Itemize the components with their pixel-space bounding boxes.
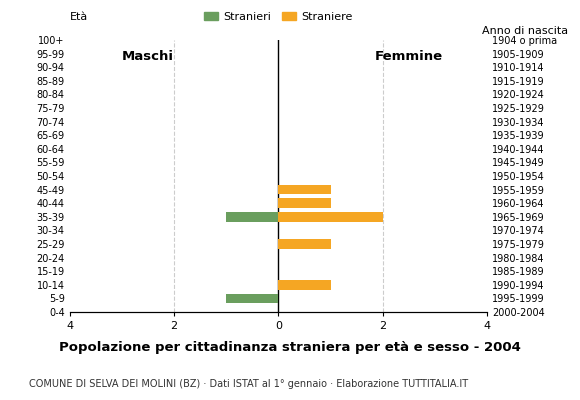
Bar: [226, 212, 278, 222]
Bar: [226, 294, 278, 303]
Text: Età: Età: [70, 12, 88, 22]
Bar: [278, 198, 331, 208]
Text: COMUNE DI SELVA DEI MOLINI (BZ) · Dati ISTAT al 1° gennaio · Elaborazione TUTTIT: COMUNE DI SELVA DEI MOLINI (BZ) · Dati I…: [29, 379, 468, 389]
Bar: [278, 280, 331, 290]
Text: Popolazione per cittadinanza straniera per età e sesso - 2004: Popolazione per cittadinanza straniera p…: [59, 342, 521, 354]
Text: Maschi: Maschi: [122, 50, 174, 63]
Bar: [278, 212, 383, 222]
Text: Femmine: Femmine: [375, 50, 443, 63]
Bar: [278, 239, 331, 249]
Text: Anno di nascita: Anno di nascita: [483, 26, 568, 36]
Legend: Stranieri, Straniere: Stranieri, Straniere: [200, 8, 357, 26]
Bar: [278, 185, 331, 194]
